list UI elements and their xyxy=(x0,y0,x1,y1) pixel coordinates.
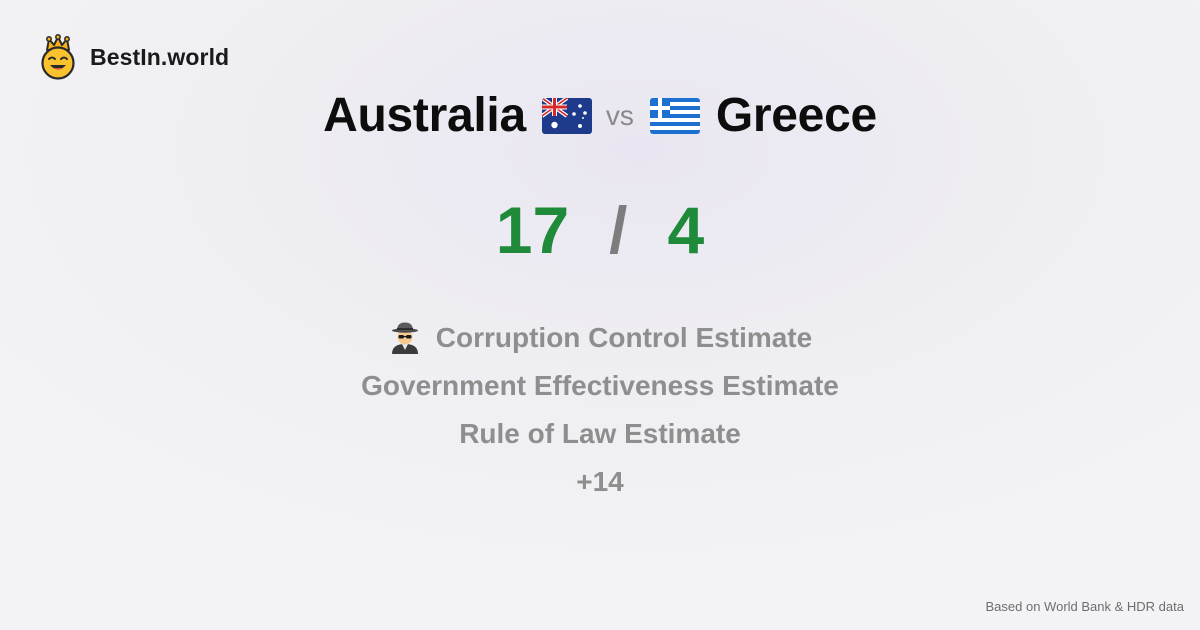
brand-name: BestIn.world xyxy=(90,43,230,70)
metrics-list: Corruption Control Estimate Government E… xyxy=(0,314,1200,506)
metric-item: Rule of Law Estimate xyxy=(459,410,741,458)
greece-flag-icon xyxy=(649,97,700,134)
metric-label: Government Effectiveness Estimate xyxy=(361,370,839,401)
left-country-name: Australia xyxy=(323,89,526,142)
brand[interactable]: BestIn.world xyxy=(38,34,229,80)
comparison-title: Australia vs Greece xyxy=(0,88,1200,143)
left-score: 17 xyxy=(495,193,570,267)
vs-label: vs xyxy=(605,99,634,131)
spy-icon xyxy=(391,322,418,354)
right-score: 4 xyxy=(667,193,705,267)
score: 17 / 4 xyxy=(0,192,1200,268)
data-source-note: Based on World Bank & HDR data xyxy=(985,599,1184,614)
metric-item: Government Effectiveness Estimate xyxy=(361,362,839,410)
crowned-smiley-icon xyxy=(41,34,75,80)
score-separator: / xyxy=(609,193,628,267)
metric-item: Corruption Control Estimate xyxy=(388,314,812,362)
metric-label: Rule of Law Estimate xyxy=(459,418,741,449)
metric-label: Corruption Control Estimate xyxy=(435,322,813,353)
more-metrics-count[interactable]: +14 xyxy=(576,458,624,506)
australia-flag-icon xyxy=(541,97,592,134)
metric-label: +14 xyxy=(576,466,624,497)
right-country-name: Greece xyxy=(715,89,877,142)
